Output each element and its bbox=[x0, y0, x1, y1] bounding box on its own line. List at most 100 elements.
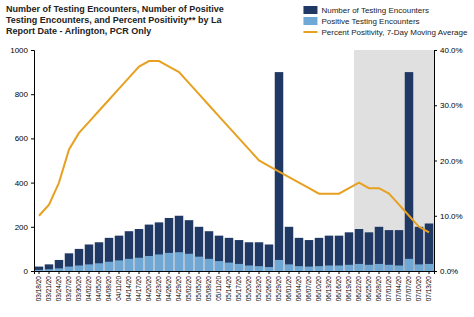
tick-label: 05/17/20 bbox=[235, 276, 242, 302]
bar bbox=[75, 249, 84, 271]
legend-swatch bbox=[303, 6, 317, 14]
tick-mark bbox=[31, 138, 34, 139]
tick-label: 07/07/20 bbox=[405, 276, 412, 302]
bar bbox=[145, 225, 154, 271]
tick: 05/14/20 bbox=[225, 271, 232, 301]
tick-label: 04/11/20 bbox=[115, 276, 122, 301]
tick: 05/08/20 bbox=[205, 271, 212, 301]
tick-mark bbox=[31, 94, 34, 95]
tick-label: 30.0% bbox=[440, 101, 463, 110]
tick: 0.0% bbox=[434, 267, 458, 276]
legend-item: Percent Positivity, 7-Day Moving Average bbox=[303, 28, 468, 37]
legend-label: Positive Testing Encounters bbox=[321, 17, 419, 26]
bar bbox=[385, 230, 394, 271]
axis-line bbox=[35, 272, 435, 275]
tick-mark bbox=[89, 271, 90, 274]
tick-mark bbox=[99, 271, 100, 274]
bar bbox=[385, 265, 394, 271]
bar bbox=[315, 238, 324, 271]
tick-mark bbox=[31, 183, 34, 184]
tick-mark bbox=[359, 271, 360, 274]
bar bbox=[195, 257, 204, 271]
bar bbox=[355, 229, 364, 271]
bar bbox=[205, 231, 214, 271]
bar bbox=[115, 236, 124, 271]
tick-mark bbox=[219, 271, 220, 274]
tick: 800 bbox=[15, 90, 34, 99]
bar bbox=[395, 230, 404, 271]
tick-label: 600 bbox=[15, 134, 29, 143]
bar bbox=[125, 259, 134, 271]
bar bbox=[185, 220, 194, 271]
tick: 06/07/20 bbox=[305, 271, 312, 301]
tick-label: 400 bbox=[15, 179, 29, 188]
tick-label: 06/04/20 bbox=[295, 276, 302, 302]
bar bbox=[175, 216, 184, 271]
legend-label: Number of Testing Encounters bbox=[321, 6, 428, 15]
tick-label: 05/26/20 bbox=[265, 276, 272, 302]
bar bbox=[305, 267, 314, 271]
tick-mark bbox=[369, 271, 370, 274]
tick-mark bbox=[69, 271, 70, 274]
tick-label: 1000 bbox=[10, 46, 28, 55]
tick-label: 10.0% bbox=[440, 212, 463, 221]
tick-label: 03/18/20 bbox=[35, 276, 42, 302]
tick: 03/27/20 bbox=[65, 271, 72, 301]
bar bbox=[425, 264, 434, 271]
bar bbox=[215, 236, 224, 271]
tick-label: 40.0% bbox=[440, 46, 463, 55]
bar bbox=[65, 267, 74, 271]
tick: 03/18/20 bbox=[35, 271, 42, 301]
tick-label: 0.0% bbox=[440, 267, 458, 276]
tick-label: 06/10/20 bbox=[315, 276, 322, 302]
tick: 30.0% bbox=[434, 101, 463, 110]
bar bbox=[115, 260, 124, 271]
tick-mark bbox=[299, 271, 300, 274]
tick: 07/01/20 bbox=[385, 271, 392, 301]
tick-mark bbox=[259, 271, 260, 274]
bar bbox=[335, 265, 344, 271]
tick: 07/13/20 bbox=[425, 271, 432, 301]
bar bbox=[155, 222, 164, 271]
bar bbox=[245, 265, 254, 271]
tick-mark bbox=[79, 271, 80, 274]
bar bbox=[235, 240, 244, 271]
bar bbox=[55, 268, 64, 271]
bar bbox=[415, 227, 424, 271]
bar bbox=[325, 265, 334, 271]
axis-line bbox=[31, 51, 35, 272]
tick-label: 04/08/20 bbox=[105, 276, 112, 302]
tick-mark bbox=[129, 271, 130, 274]
tick: 05/29/20 bbox=[275, 271, 282, 301]
tick: 07/07/20 bbox=[405, 271, 412, 301]
tick-mark bbox=[209, 271, 210, 274]
bar bbox=[225, 238, 234, 271]
bar bbox=[235, 264, 244, 271]
tick: 04/05/20 bbox=[95, 271, 102, 301]
bar bbox=[35, 267, 44, 271]
bar bbox=[45, 264, 54, 271]
tick: 05/05/20 bbox=[195, 271, 202, 301]
tick-label: 04/23/20 bbox=[155, 276, 162, 302]
tick-mark bbox=[109, 271, 110, 274]
tick-label: 06/16/20 bbox=[335, 276, 342, 302]
tick-mark bbox=[31, 227, 34, 228]
bar bbox=[105, 238, 114, 271]
tick-mark bbox=[169, 271, 170, 274]
tick-mark bbox=[139, 271, 140, 274]
bar bbox=[405, 259, 414, 271]
tick: 04/17/20 bbox=[135, 271, 142, 301]
tick: 04/29/20 bbox=[175, 271, 182, 301]
plot: 03/18/2003/21/2003/24/2003/27/2003/30/20… bbox=[10, 46, 462, 301]
tick-label: 04/26/20 bbox=[165, 276, 172, 302]
tick: 600 bbox=[15, 134, 34, 143]
tick-mark bbox=[49, 271, 50, 274]
bar bbox=[345, 265, 354, 271]
bar bbox=[375, 264, 384, 271]
tick: 06/13/20 bbox=[325, 271, 332, 301]
tick: 07/04/20 bbox=[395, 271, 402, 301]
tick: 06/19/20 bbox=[345, 271, 352, 301]
bar bbox=[105, 262, 114, 271]
tick-mark bbox=[39, 271, 40, 274]
tick: 06/04/20 bbox=[295, 271, 302, 301]
